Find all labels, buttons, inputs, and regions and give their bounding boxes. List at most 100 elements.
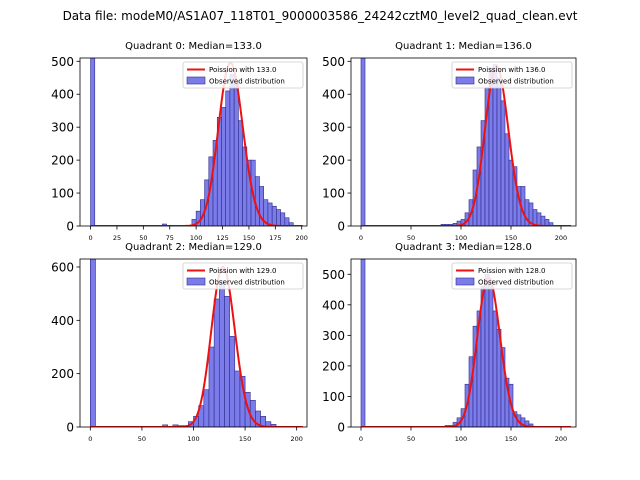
histogram-bar	[233, 80, 239, 226]
legend-line-label: Poission with 133.0	[209, 66, 277, 74]
legend-line-label: Poission with 136.0	[478, 66, 546, 74]
x-tick-label: 200	[555, 435, 567, 443]
x-tick-label: 200	[555, 234, 567, 242]
histogram-bar	[536, 212, 542, 226]
histogram-bar	[225, 90, 231, 226]
histogram-bar	[280, 212, 286, 226]
x-tick-label: 0	[359, 435, 363, 443]
histogram-bar	[492, 64, 498, 226]
y-tick-label: 200	[51, 367, 74, 381]
quadrant-0-axes-frame	[79, 57, 308, 227]
x-tick-label: 100	[190, 234, 202, 242]
legend-box	[451, 61, 573, 89]
y-tick-label: 400	[322, 88, 345, 102]
legend-line-label: Poission with 129.0	[209, 267, 277, 275]
histogram-bar	[90, 58, 96, 226]
histogram-bar	[528, 423, 534, 427]
x-tick-label: 0	[88, 435, 92, 443]
legend-hist-swatch	[186, 277, 206, 286]
poisson-fit-line	[90, 266, 303, 427]
quadrant-1-panel: Quadrant 1: Median=136.0 0 50 100 150 200 0 100…	[322, 41, 577, 242]
histogram-bar	[90, 259, 96, 427]
histogram-bar	[500, 100, 506, 226]
x-tick-label: 0	[88, 234, 92, 242]
x-tick-label: 50	[139, 234, 147, 242]
x-tick-label: 175	[269, 234, 281, 242]
quadrant-2-legend: Poission with 129.0 Observed distribution	[182, 262, 304, 290]
y-tick-label: 500	[51, 55, 74, 69]
y-tick-label: 200	[51, 154, 74, 168]
quadrant-0-title: Quadrant 0: Median=133.0	[125, 41, 262, 52]
y-tick-label: 300	[322, 329, 345, 343]
y-tick-label: 0	[337, 220, 345, 234]
histogram-bar	[208, 346, 215, 427]
histogram-bar	[284, 217, 290, 226]
figure-title: Data file: modeM0/AS1A07_118T01_90000035…	[62, 9, 578, 23]
y-tick-label: 400	[51, 88, 74, 102]
x-tick-label: 125	[216, 234, 228, 242]
y-tick-label: 0	[337, 421, 345, 435]
x-tick-label: 0	[359, 234, 363, 242]
y-tick-label: 0	[66, 421, 74, 435]
x-tick-label: 100	[187, 435, 199, 443]
y-tick-label: 100	[322, 187, 345, 201]
y-tick-label: 400	[51, 314, 74, 328]
x-tick-label: 50	[407, 435, 415, 443]
legend-hist-label: Observed distribution	[209, 279, 285, 287]
quadrant-2-title: Quadrant 2: Median=129.0	[125, 242, 262, 253]
histogram-bar	[221, 107, 227, 226]
legend-box	[182, 61, 304, 89]
poisson-fit-line	[361, 65, 571, 226]
legend-line-label: Poission with 128.0	[478, 267, 546, 275]
histogram-bar	[540, 215, 546, 226]
quadrant-3-legend: Poission with 128.0 Observed distribution	[451, 262, 573, 290]
y-tick-label: 500	[322, 55, 345, 69]
x-tick-label: 150	[243, 234, 255, 242]
histogram-bar	[276, 209, 281, 226]
histogram-bar	[218, 280, 225, 427]
legend-hist-swatch	[455, 277, 475, 286]
quadrant-1-legend: Poission with 136.0 Observed distribution	[451, 61, 573, 89]
quadrant-1-axes-frame	[350, 57, 577, 227]
y-tick-label: 300	[51, 121, 74, 135]
histogram-bar	[234, 370, 241, 427]
histogram-bar	[496, 77, 502, 226]
quadrant-2-panel: Quadrant 2: Median=129.0 0 50 100 150 200 0 200…	[51, 242, 308, 443]
histogram-bar	[488, 280, 494, 427]
x-tick-label: 150	[505, 435, 517, 443]
quadrant-1-title: Quadrant 1: Median=136.0	[395, 41, 532, 52]
y-tick-label: 200	[322, 154, 345, 168]
histogram-bar	[360, 259, 366, 427]
histogram-bar	[203, 389, 210, 427]
quadrant-3-title: Quadrant 3: Median=128.0	[395, 242, 532, 253]
histogram-bar	[213, 298, 220, 427]
histogram-bar	[224, 296, 230, 427]
x-tick-label: 50	[138, 435, 146, 443]
x-tick-label: 150	[505, 234, 517, 242]
quadrant-0-bars	[90, 58, 294, 226]
histogram-bar	[271, 205, 277, 226]
legend-hist-label: Observed distribution	[478, 279, 554, 287]
histogram-bar	[548, 222, 554, 226]
y-tick-label: 100	[322, 390, 345, 404]
histogram-bar	[267, 202, 273, 226]
x-tick-label: 200	[290, 435, 302, 443]
histogram-bar	[229, 336, 236, 427]
histogram-bar	[238, 120, 243, 226]
y-tick-label: 100	[51, 187, 74, 201]
y-tick-label: 300	[322, 121, 345, 135]
x-tick-label: 100	[455, 435, 467, 443]
legend-hist-label: Observed distribution	[478, 78, 554, 86]
poisson-fit-line	[90, 61, 303, 226]
quadrant-3-panel: Quadrant 3: Median=128.0 0 50 100 150 200 0 100…	[322, 242, 577, 443]
histogram-bar	[288, 222, 294, 226]
y-tick-label: 400	[322, 298, 345, 312]
x-tick-label: 75	[166, 234, 174, 242]
histogram-bar	[162, 424, 169, 427]
histogram-bar	[254, 176, 260, 226]
x-tick-label: 150	[239, 435, 251, 443]
x-tick-label: 200	[296, 234, 308, 242]
x-tick-label: 25	[113, 234, 121, 242]
histogram-bar	[504, 133, 510, 226]
